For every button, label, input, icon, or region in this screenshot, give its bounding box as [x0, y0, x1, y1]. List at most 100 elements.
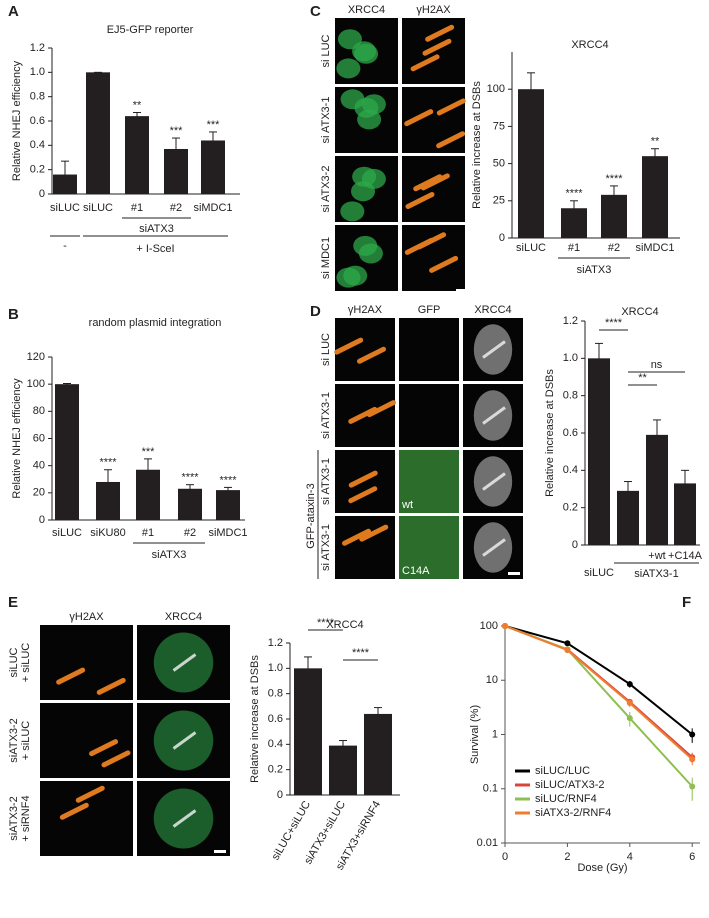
bracket-label: ****	[317, 617, 335, 629]
group-label: siATX3	[139, 223, 174, 235]
x-tick-label: 4	[627, 851, 633, 863]
dsb-stripe	[334, 337, 364, 355]
dsb-stripe	[422, 38, 452, 56]
bracket-label: ****	[352, 647, 370, 659]
bracket-label: ****	[605, 317, 623, 329]
y-tick-label: 0	[499, 232, 505, 244]
nucleus	[352, 41, 377, 62]
x-tick-label: #1	[142, 527, 154, 539]
y-tick-label: 60	[33, 432, 45, 444]
y-tick-label: 0.1	[483, 783, 498, 795]
nucleus	[357, 109, 382, 130]
column-label: XRCC4	[474, 304, 511, 316]
bar	[617, 490, 639, 545]
group-label: -	[63, 240, 67, 252]
y-tick-label: 100	[27, 378, 45, 390]
nucleus	[343, 265, 368, 286]
point	[626, 715, 633, 722]
gfp-signal	[399, 450, 459, 513]
y-tick-label: 0.8	[563, 390, 578, 402]
y-axis-label: Survival (%)	[469, 705, 481, 764]
dsb-stripe	[436, 98, 466, 116]
row-label: siATX3-2	[8, 796, 20, 840]
dsb-stripe	[417, 232, 447, 250]
y-tick-label: 50	[493, 158, 505, 170]
point	[689, 731, 696, 738]
x-tick-label: +C14A	[668, 550, 703, 562]
bar	[178, 488, 202, 520]
y-tick-label: 10	[486, 674, 498, 686]
x-tick-label: siLUC	[83, 202, 113, 214]
column-label: XRCC4	[165, 611, 202, 623]
y-tick-label: 1.0	[30, 66, 45, 78]
row-label: si LUC	[320, 333, 332, 366]
dsb-stripe	[482, 406, 506, 425]
significance: ****	[219, 474, 237, 486]
micrograph	[335, 450, 395, 513]
significance: ****	[605, 173, 623, 185]
micrograph	[399, 318, 459, 381]
dsb-stripe	[482, 340, 506, 359]
dsb-stripe	[410, 54, 440, 72]
significance: ***	[207, 119, 221, 131]
dsb-stripe	[359, 524, 389, 542]
significance: ****	[565, 188, 583, 200]
y-tick-label: 0.8	[268, 688, 283, 700]
y-tick-label: 0	[572, 539, 578, 551]
y-tick-label: 0.4	[268, 738, 283, 750]
x-axis-label: Dose (Gy)	[577, 862, 627, 874]
x-tick-label: siLUC	[52, 527, 82, 539]
nucleus	[340, 89, 365, 110]
significance: ****	[181, 472, 199, 484]
y-tick-label: 0.4	[30, 139, 45, 151]
series-line	[504, 625, 693, 736]
x-tick-label: 2	[564, 851, 570, 863]
row-label: + siLUC	[20, 721, 32, 760]
row-label: si ATX3-2	[320, 166, 332, 213]
y-tick-label: 0.2	[563, 502, 578, 514]
nucleus	[340, 201, 365, 222]
dsb-stripe	[89, 739, 119, 757]
bar	[294, 668, 322, 795]
panel-letter: B	[8, 306, 19, 323]
series-line	[504, 625, 693, 760]
y-axis-label: Relative NHEJ efficiency	[11, 378, 23, 499]
bar	[125, 116, 149, 194]
y-tick-label: 1.2	[563, 315, 578, 327]
row-label: si LUC	[320, 34, 332, 67]
y-tick-label: 0.8	[30, 91, 45, 103]
dsb-stripe	[404, 109, 434, 127]
dsb-stripe	[172, 731, 197, 750]
y-tick-label: 0	[39, 514, 45, 526]
dsb-stripe	[436, 131, 466, 149]
point	[626, 681, 633, 688]
y-tick-label: 100	[480, 620, 498, 632]
point	[626, 700, 633, 707]
micrograph	[40, 625, 133, 700]
x-tick-label: siMDC1	[208, 527, 247, 539]
x-tick-label: #2	[184, 527, 196, 539]
bar	[646, 434, 668, 545]
bar	[518, 89, 544, 238]
x-tick-label: #2	[608, 242, 620, 254]
scale-bar	[508, 572, 520, 575]
y-tick-label: 0	[277, 789, 283, 801]
micrograph	[402, 156, 465, 222]
dsb-stripe	[172, 653, 197, 672]
legend-label: siATX3-2/RNF4	[535, 807, 611, 819]
x-tick-label: siLUC	[584, 567, 614, 579]
nucleus	[336, 58, 361, 79]
y-tick-label: 0.2	[268, 764, 283, 776]
panel-letter: D	[310, 303, 321, 320]
dsb-stripe	[357, 346, 387, 364]
group-label: siATX3-1	[634, 568, 678, 580]
point	[564, 647, 571, 654]
y-tick-label: 0.2	[30, 164, 45, 176]
x-tick-label: siLUC	[516, 242, 546, 254]
chart-title: XRCC4	[571, 39, 608, 51]
group-label: + I-SceI	[136, 243, 174, 255]
row-label: si ATX3-1	[320, 458, 332, 505]
panel-letter: E	[8, 594, 18, 611]
bar	[364, 713, 392, 795]
